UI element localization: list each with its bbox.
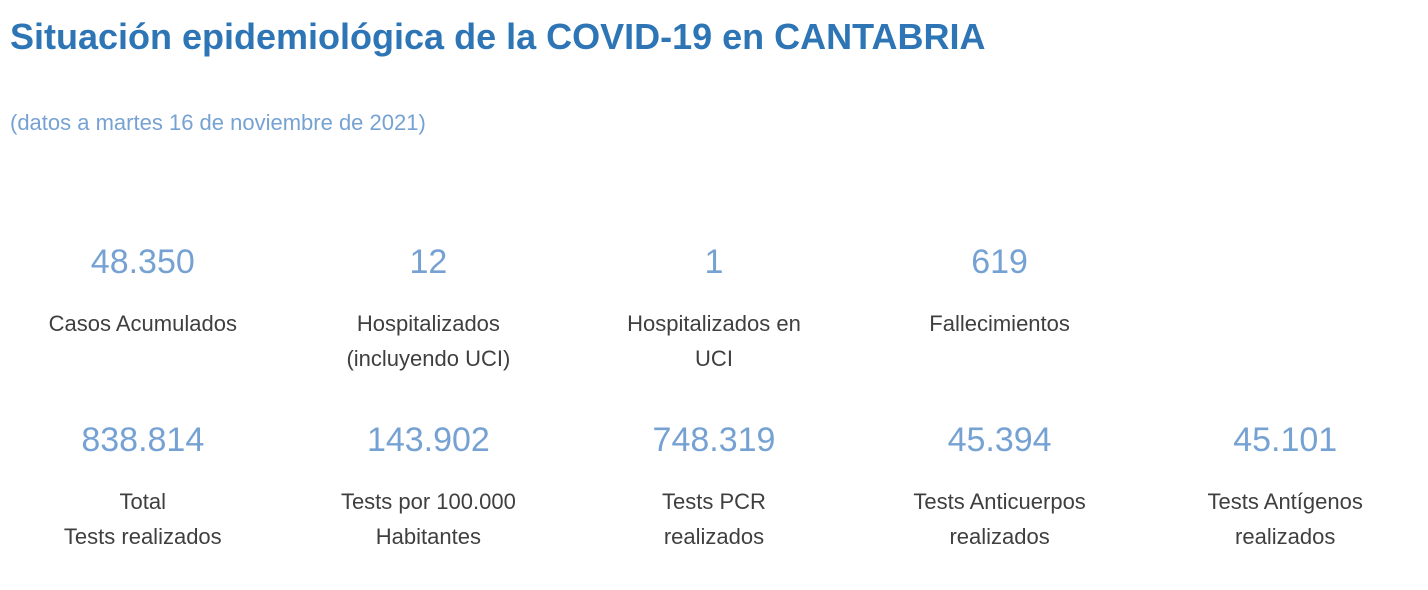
kpi-value-hospitalizados-uci: 1 <box>704 243 724 281</box>
kpi-label-line: Tests por 100.000 <box>340 489 516 514</box>
kpi-label-line: UCI <box>695 346 733 371</box>
kpi-tests-pcr: 748.319 Tests PCR realizados <box>571 420 857 554</box>
kpi-label-tests-antigenos: Tests Antígenos realizados <box>1148 484 1422 554</box>
kpi-label-fallecimientos: Fallecimientos <box>863 306 1137 341</box>
kpi-label-line: Total <box>119 489 167 514</box>
kpi-value-tests-pcr: 748.319 <box>652 421 776 459</box>
kpi-tests-100000: 143.902 Tests por 100.000 Habitantes <box>286 420 572 554</box>
date-subtitle: (datos a martes 16 de noviembre de 2021) <box>10 110 426 135</box>
kpi-label-line: Hospitalizados <box>356 311 500 336</box>
kpi-label-line: Tests Antígenos <box>1207 489 1363 514</box>
page-title: Situación epidemiológica de la COVID-19 … <box>10 16 986 57</box>
kpi-fallecimientos: 619 Fallecimientos <box>857 242 1143 376</box>
kpi-label-tests-pcr: Tests PCR realizados <box>577 484 851 554</box>
kpi-label-line: Hospitalizados en <box>627 311 801 336</box>
kpi-hospitalizados: 12 Hospitalizados (incluyendo UCI) <box>286 242 572 376</box>
kpi-value-fallecimientos: 619 <box>971 243 1028 281</box>
kpi-label-line: Tests realizados <box>63 524 222 549</box>
kpi-label-casos-acumulados: Casos Acumulados <box>6 306 280 341</box>
kpi-value-hospitalizados: 12 <box>409 243 448 281</box>
kpi-tests-antigenos: 45.101 Tests Antígenos realizados <box>1142 420 1428 554</box>
kpi-value-tests-anticuerpos: 45.394 <box>947 421 1052 459</box>
kpi-label-hospitalizados: Hospitalizados (incluyendo UCI) <box>292 306 566 376</box>
kpi-label-line: Habitantes <box>375 524 481 549</box>
kpi-label-hospitalizados-uci: Hospitalizados en UCI <box>577 306 851 376</box>
kpi-hospitalizados-uci: 1 Hospitalizados en UCI <box>571 242 857 376</box>
kpi-label-total-tests: Total Tests realizados <box>6 484 280 554</box>
kpi-label-line: (incluyendo UCI) <box>346 346 511 371</box>
kpi-row-cases: 48.350 Casos Acumulados 12 Hospitalizado… <box>0 242 1428 376</box>
kpi-tests-anticuerpos: 45.394 Tests Anticuerpos realizados <box>857 420 1143 554</box>
kpi-label-line: Tests Anticuerpos <box>913 489 1086 514</box>
kpi-casos-acumulados: 48.350 Casos Acumulados <box>0 242 286 376</box>
kpi-label-tests-100000: Tests por 100.000 Habitantes <box>292 484 566 554</box>
dashboard-header: Situación epidemiológica de la COVID-19 … <box>0 16 1428 136</box>
kpi-label-line: Tests PCR <box>662 489 766 514</box>
kpi-value-tests-antigenos: 45.101 <box>1233 421 1338 459</box>
kpi-label-tests-anticuerpos: Tests Anticuerpos realizados <box>863 484 1137 554</box>
kpi-label-line: Fallecimientos <box>929 311 1070 336</box>
kpi-label-line: Casos Acumulados <box>48 311 237 336</box>
kpi-row-tests: 838.814 Total Tests realizados 143.902 T… <box>0 420 1428 554</box>
kpi-value-tests-100000: 143.902 <box>366 421 490 459</box>
kpi-value-casos-acumulados: 48.350 <box>90 243 195 281</box>
kpi-label-line: realizados <box>663 524 765 549</box>
kpi-total-tests: 838.814 Total Tests realizados <box>0 420 286 554</box>
kpi-label-line: realizados <box>949 524 1050 549</box>
kpi-label-line: realizados <box>1235 524 1336 549</box>
kpi-value-total-tests: 838.814 <box>81 421 205 459</box>
